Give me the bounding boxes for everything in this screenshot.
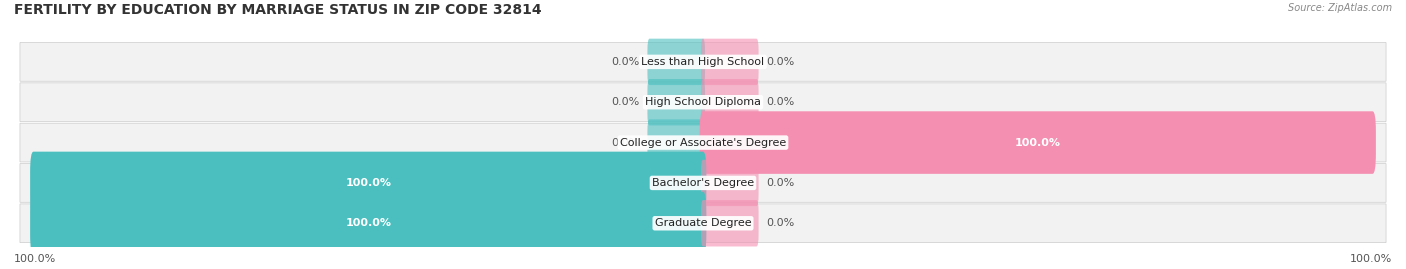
Text: Bachelor's Degree: Bachelor's Degree xyxy=(652,178,754,188)
FancyBboxPatch shape xyxy=(647,79,704,125)
Legend: Married, Unmarried: Married, Unmarried xyxy=(612,264,794,269)
Text: 0.0%: 0.0% xyxy=(766,57,794,67)
Text: 100.0%: 100.0% xyxy=(346,178,391,188)
FancyBboxPatch shape xyxy=(702,39,759,85)
Text: 0.0%: 0.0% xyxy=(766,97,794,107)
Text: 100.0%: 100.0% xyxy=(1350,254,1392,264)
FancyBboxPatch shape xyxy=(30,192,706,254)
Text: Less than High School: Less than High School xyxy=(641,57,765,67)
FancyBboxPatch shape xyxy=(647,119,704,166)
FancyBboxPatch shape xyxy=(702,79,759,125)
Text: 100.0%: 100.0% xyxy=(1015,137,1060,148)
Text: 0.0%: 0.0% xyxy=(766,178,794,188)
Text: 100.0%: 100.0% xyxy=(14,254,56,264)
Text: 0.0%: 0.0% xyxy=(612,97,640,107)
FancyBboxPatch shape xyxy=(20,83,1386,122)
Text: Source: ZipAtlas.com: Source: ZipAtlas.com xyxy=(1288,3,1392,13)
FancyBboxPatch shape xyxy=(30,152,706,214)
Text: FERTILITY BY EDUCATION BY MARRIAGE STATUS IN ZIP CODE 32814: FERTILITY BY EDUCATION BY MARRIAGE STATU… xyxy=(14,3,541,17)
FancyBboxPatch shape xyxy=(702,200,759,246)
FancyBboxPatch shape xyxy=(20,43,1386,81)
Text: 0.0%: 0.0% xyxy=(612,137,640,148)
Text: Graduate Degree: Graduate Degree xyxy=(655,218,751,228)
FancyBboxPatch shape xyxy=(20,204,1386,243)
FancyBboxPatch shape xyxy=(20,164,1386,202)
Text: 0.0%: 0.0% xyxy=(766,218,794,228)
FancyBboxPatch shape xyxy=(700,111,1376,174)
Text: High School Diploma: High School Diploma xyxy=(645,97,761,107)
FancyBboxPatch shape xyxy=(647,39,704,85)
Text: 100.0%: 100.0% xyxy=(346,218,391,228)
FancyBboxPatch shape xyxy=(20,123,1386,162)
Text: College or Associate's Degree: College or Associate's Degree xyxy=(620,137,786,148)
FancyBboxPatch shape xyxy=(702,160,759,206)
Text: 0.0%: 0.0% xyxy=(612,57,640,67)
